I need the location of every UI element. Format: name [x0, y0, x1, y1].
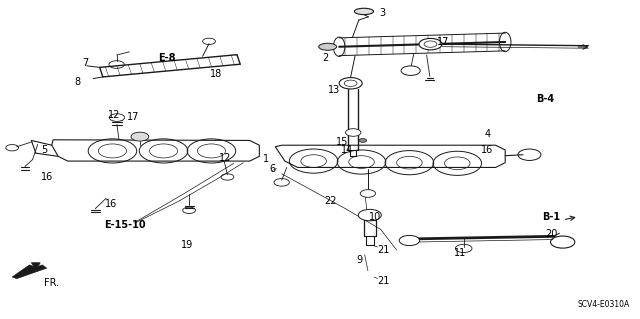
Text: 3: 3	[380, 8, 386, 19]
Circle shape	[419, 38, 442, 50]
Text: 20: 20	[545, 229, 557, 239]
Circle shape	[358, 209, 381, 221]
Text: 9: 9	[356, 255, 363, 264]
Circle shape	[109, 114, 125, 122]
Text: 11: 11	[454, 248, 467, 258]
Text: 1: 1	[262, 154, 269, 165]
Text: 14: 14	[341, 145, 353, 155]
Text: 2: 2	[322, 53, 328, 63]
Circle shape	[401, 66, 420, 75]
Text: 21: 21	[378, 245, 390, 255]
Circle shape	[360, 190, 376, 197]
Text: 6: 6	[269, 164, 275, 174]
Text: 16: 16	[481, 145, 493, 155]
Circle shape	[131, 132, 149, 141]
Text: B-4: B-4	[536, 93, 554, 104]
Text: 12: 12	[108, 110, 120, 120]
Text: E-8: E-8	[158, 53, 175, 63]
Circle shape	[359, 138, 367, 142]
Text: 13: 13	[328, 85, 340, 95]
Text: 12: 12	[220, 153, 232, 163]
Circle shape	[346, 129, 361, 136]
Text: 17: 17	[127, 112, 140, 122]
Text: SCV4-E0310A: SCV4-E0310A	[577, 300, 630, 308]
Text: 18: 18	[211, 69, 223, 79]
Text: 8: 8	[74, 77, 81, 87]
Text: E-15-10: E-15-10	[104, 219, 146, 230]
Text: 5: 5	[41, 145, 47, 155]
Text: 17: 17	[437, 37, 449, 47]
Text: 15: 15	[336, 137, 349, 147]
Text: FR.: FR.	[44, 278, 60, 288]
Text: B-1: B-1	[542, 212, 560, 222]
Circle shape	[399, 235, 420, 246]
Text: 10: 10	[369, 212, 381, 222]
Ellipse shape	[319, 43, 337, 50]
Text: 21: 21	[378, 276, 390, 286]
Text: 19: 19	[181, 240, 193, 250]
Polygon shape	[12, 263, 47, 278]
Text: 22: 22	[324, 197, 337, 206]
Text: 7: 7	[83, 58, 89, 68]
Text: 4: 4	[484, 129, 490, 139]
Text: 16: 16	[41, 172, 53, 182]
Circle shape	[339, 78, 362, 89]
Text: 16: 16	[105, 199, 117, 209]
Ellipse shape	[355, 8, 374, 15]
